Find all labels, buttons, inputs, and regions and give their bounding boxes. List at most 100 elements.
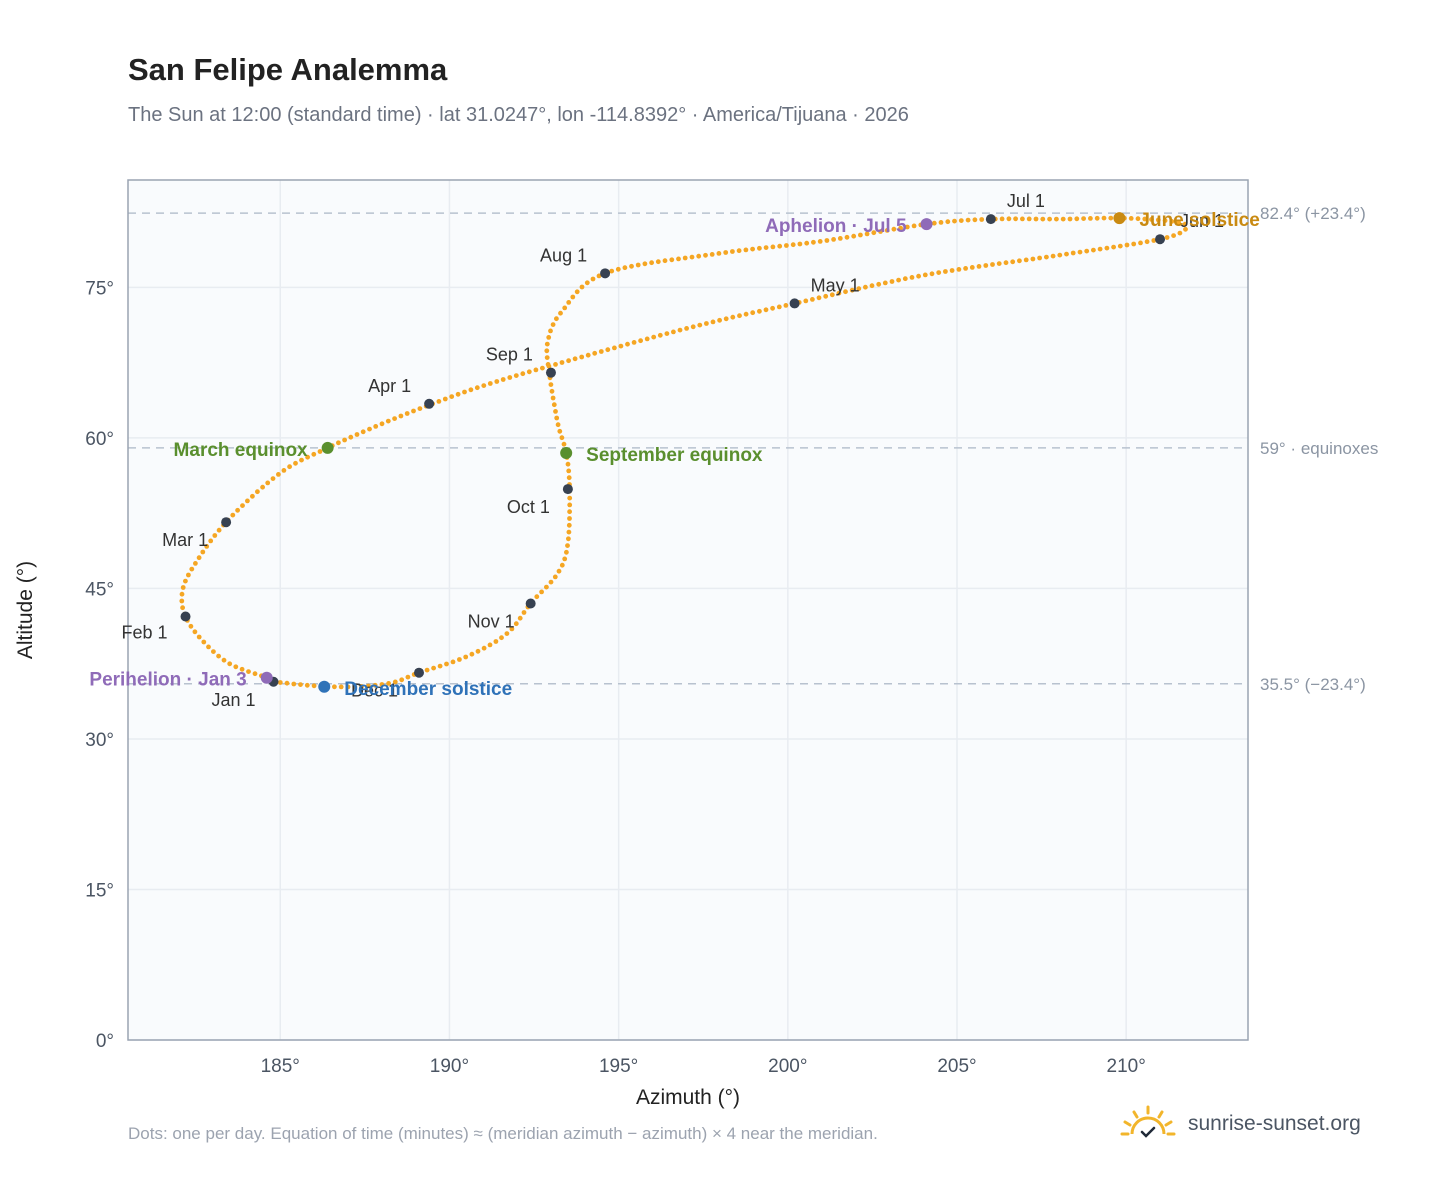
daily-sun-dot	[664, 331, 670, 336]
month-marker	[600, 268, 611, 279]
daily-sun-dot	[509, 626, 515, 632]
daily-sun-dot	[831, 237, 836, 242]
daily-sun-dot	[1138, 240, 1143, 246]
brand-name[interactable]: sunrise-sunset.org	[1188, 1112, 1361, 1135]
y-tick-label: 15°	[85, 880, 114, 901]
daily-sun-dot	[579, 284, 585, 290]
daily-sun-dot	[1026, 216, 1032, 222]
daily-sun-dot	[379, 421, 385, 427]
x-tick-label: 210°	[1107, 1056, 1146, 1077]
daily-sun-dot	[777, 243, 783, 249]
month-marker-label: Sep 1	[486, 345, 533, 365]
x-tick-label: 205°	[937, 1056, 976, 1077]
daily-sun-dot	[784, 243, 789, 248]
y-axis-title: Altitude (°)	[14, 561, 37, 659]
daily-sun-dot	[1057, 252, 1063, 258]
daily-sun-dot	[1003, 260, 1009, 266]
daily-sun-dot	[196, 634, 202, 640]
daily-sun-dot	[1081, 216, 1086, 222]
daily-sun-dot	[566, 529, 572, 535]
daily-sun-dot	[504, 631, 510, 636]
event-marker	[560, 446, 573, 459]
daily-sun-dot	[1006, 216, 1012, 222]
daily-sun-dot	[696, 253, 702, 259]
daily-sun-dot	[869, 283, 875, 289]
month-marker-label: Apr 1	[368, 376, 411, 396]
brand-logo[interactable]: sunrise-sunset.org	[1120, 1104, 1361, 1144]
daily-sun-dot	[436, 399, 442, 404]
daily-sun-dot	[566, 468, 572, 474]
daily-sun-dot	[723, 250, 729, 255]
daily-sun-dot	[499, 635, 504, 641]
daily-sun-dot	[239, 666, 245, 672]
daily-sun-dot	[179, 598, 185, 604]
month-marker-label: Jun 1	[1180, 211, 1224, 231]
daily-sun-dot	[544, 341, 550, 347]
daily-sun-dot	[204, 544, 210, 549]
daily-sun-dot	[938, 220, 944, 225]
daily-sun-dot	[221, 657, 227, 663]
daily-sun-dot	[717, 317, 722, 323]
daily-sun-dot	[592, 350, 598, 356]
reference-line-label: 59° · equinoxes	[1260, 439, 1378, 458]
daily-sun-dot	[475, 648, 481, 654]
daily-sun-dot	[468, 387, 474, 393]
daily-sun-dot	[211, 649, 216, 654]
daily-sun-dot	[615, 266, 621, 272]
daily-sun-dot	[618, 343, 624, 349]
daily-sun-dot	[837, 236, 843, 241]
daily-sun-dot	[332, 684, 337, 690]
daily-sun-dot	[657, 332, 663, 338]
daily-sun-dot	[1101, 215, 1107, 221]
event-marker	[920, 218, 933, 231]
daily-sun-dot	[208, 538, 214, 544]
daily-sun-dot	[405, 674, 411, 680]
daily-sun-dot	[235, 507, 241, 513]
x-tick-label: 200°	[768, 1056, 807, 1077]
daily-sun-dot	[824, 238, 830, 243]
daily-sun-dot	[553, 409, 558, 414]
daily-sun-dot	[317, 449, 323, 454]
daily-sun-dot	[293, 460, 298, 466]
daily-sun-dot	[311, 451, 317, 457]
daily-sun-dot	[354, 432, 360, 437]
daily-sun-dot	[829, 292, 835, 298]
daily-sun-dot	[638, 338, 643, 344]
daily-sun-dot	[565, 543, 570, 548]
daily-sun-dot	[976, 264, 982, 269]
daily-sun-dot	[276, 472, 281, 477]
daily-sun-dot	[843, 289, 848, 295]
daily-sun-dot	[352, 684, 358, 690]
event-label: December solstice	[344, 679, 512, 700]
daily-sun-dot	[348, 434, 354, 440]
daily-sun-dot	[1182, 221, 1188, 227]
daily-sun-dot	[1176, 220, 1181, 225]
x-tick-label: 185°	[261, 1056, 300, 1077]
daily-sun-dot	[750, 310, 756, 316]
daily-sun-dot	[979, 217, 985, 222]
daily-sun-dot	[642, 261, 648, 267]
daily-sun-dot	[579, 354, 585, 360]
daily-sun-dot	[246, 669, 251, 674]
daily-sun-dot	[517, 615, 523, 621]
daily-sun-dot	[902, 276, 908, 282]
daily-sun-dot	[265, 480, 271, 486]
daily-sun-dot	[260, 484, 265, 490]
x-tick-label: 195°	[599, 1056, 638, 1077]
y-tick-label: 60°	[85, 429, 114, 450]
daily-sun-dot	[1097, 246, 1103, 252]
event-marker	[260, 671, 273, 684]
daily-sun-dot	[566, 358, 571, 364]
month-marker	[525, 598, 536, 609]
daily-sun-dot	[676, 256, 681, 262]
daily-sun-dot	[1054, 216, 1059, 222]
daily-sun-dot	[1044, 254, 1049, 260]
daily-sun-dot	[585, 352, 591, 358]
daily-sun-dot	[891, 226, 897, 232]
daily-sun-dot	[878, 229, 883, 234]
daily-sun-dot	[549, 388, 555, 394]
daily-sun-dot	[1124, 242, 1130, 248]
daily-sun-dot	[703, 252, 708, 258]
event-marker	[1113, 212, 1126, 225]
daily-sun-dot	[1088, 216, 1093, 221]
